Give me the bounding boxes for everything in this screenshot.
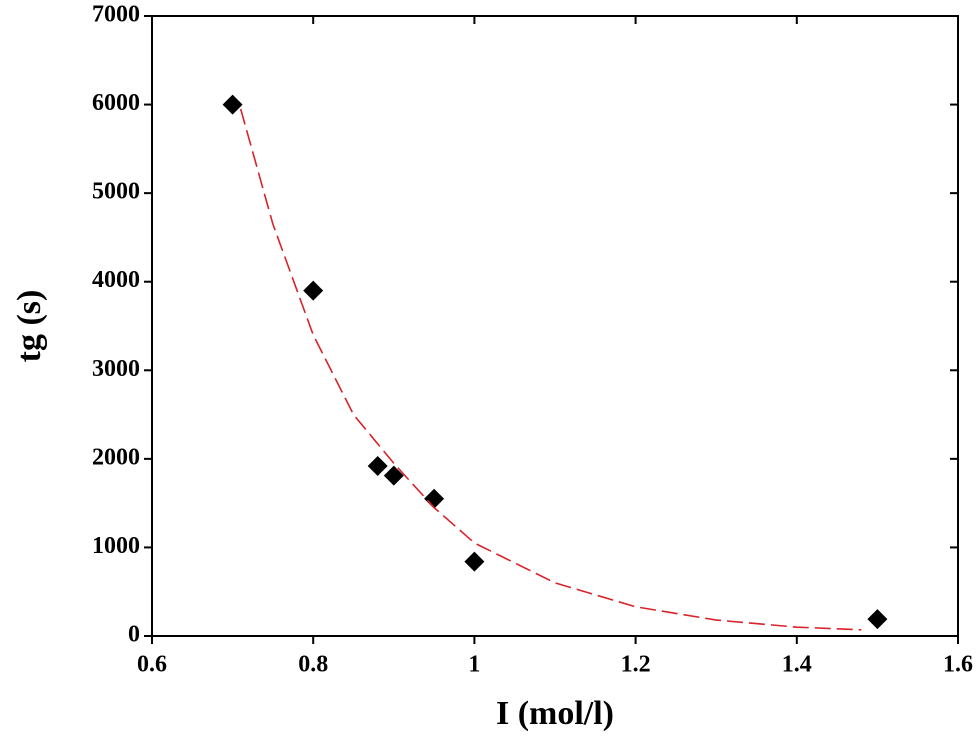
y-tick-label: 6000 [92, 90, 140, 116]
x-axis-label: I (mol/l) [496, 695, 614, 732]
data-point [222, 94, 243, 115]
x-tick-label: 0.8 [298, 652, 328, 678]
y-tick-label: 2000 [92, 444, 140, 470]
y-tick-label: 0 [128, 622, 140, 648]
y-axis-label: tg (s) [11, 290, 48, 363]
y-tick-label: 4000 [92, 267, 140, 293]
y-tick-label: 1000 [92, 533, 140, 559]
data-point [303, 280, 324, 301]
y-tick-label: 7000 [92, 2, 140, 28]
plot-frame [151, 15, 959, 637]
y-tick-label: 5000 [92, 179, 140, 205]
x-tick-label: 1.2 [621, 652, 651, 678]
data-point [464, 551, 485, 572]
fit-curve [239, 108, 862, 631]
x-tick-label: 1.4 [782, 652, 812, 678]
data-point [383, 465, 404, 486]
y-tick-label: 3000 [92, 356, 140, 382]
x-tick-label: 1.6 [943, 652, 973, 678]
x-tick-label: 0.6 [137, 652, 167, 678]
data-point [424, 488, 445, 509]
data-point [867, 609, 888, 630]
x-tick-label: 1 [468, 652, 480, 678]
data-point [367, 455, 388, 476]
